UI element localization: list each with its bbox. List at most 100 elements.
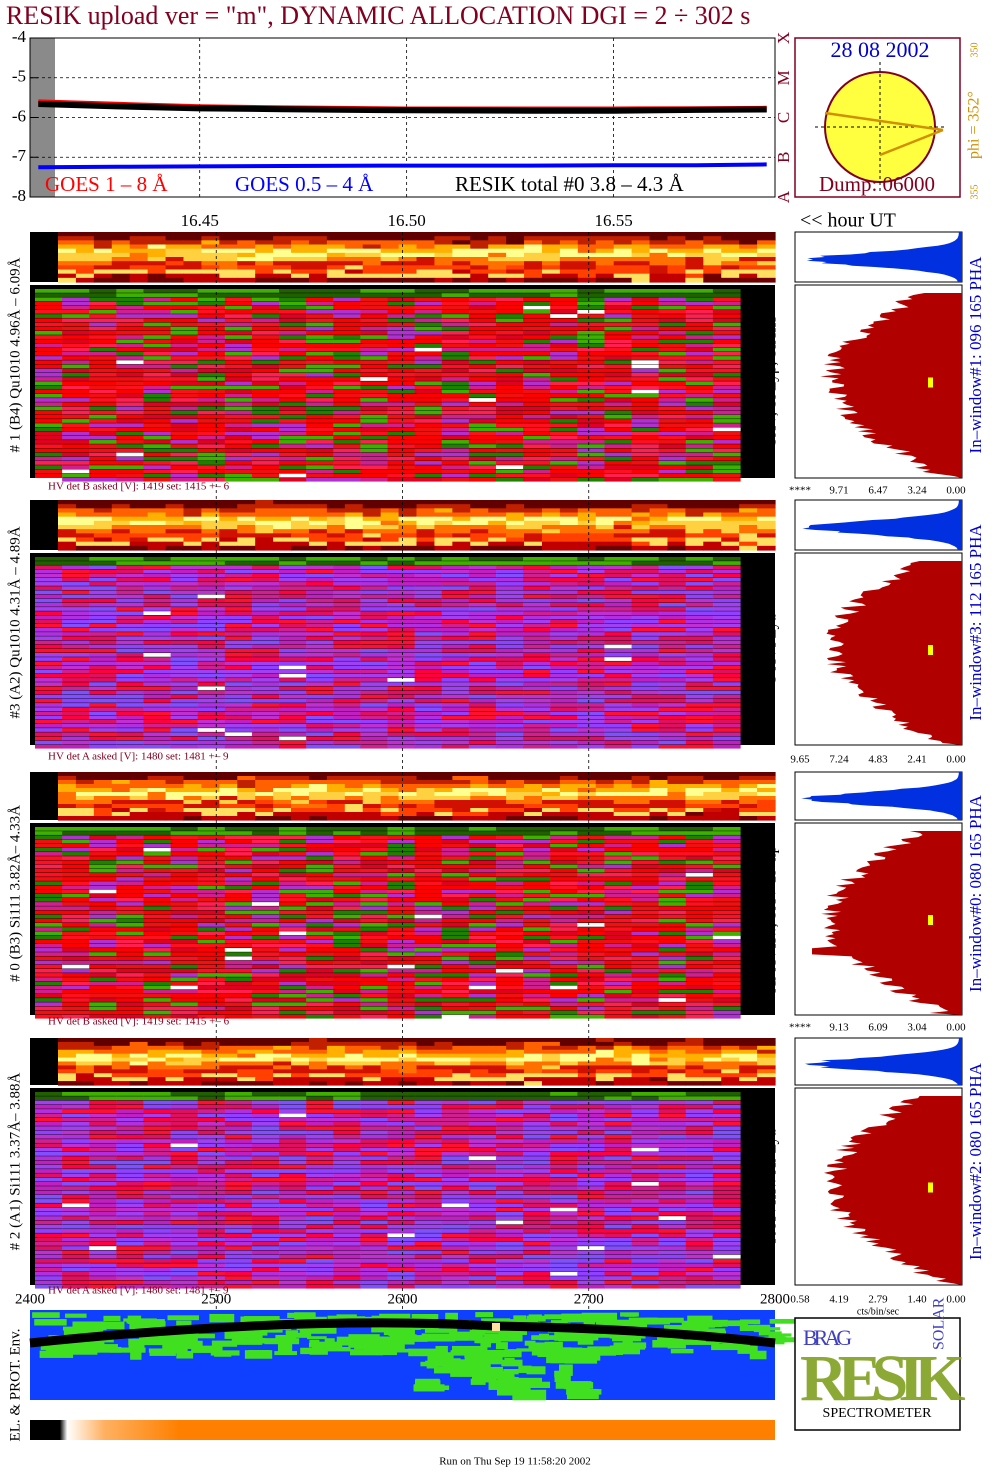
strip-cell — [739, 257, 758, 262]
spectrogram-cell — [523, 602, 551, 607]
spectrogram-cell — [414, 682, 443, 686]
spectrogram-cell — [143, 627, 172, 632]
spectrogram-cell — [577, 423, 606, 428]
strip-cell — [291, 812, 310, 817]
spectrogram-cell — [89, 935, 117, 940]
spectrogram-cell — [170, 993, 199, 998]
spectrogram-cell — [685, 343, 714, 348]
spectrogram-cell — [468, 452, 497, 457]
spectrogram-cell — [441, 657, 470, 661]
spectrogram-cell — [387, 852, 416, 856]
spectrogram-cell — [441, 427, 470, 432]
strip-cell — [577, 244, 597, 250]
spectrogram-cell — [414, 343, 443, 348]
strip-cell — [470, 273, 489, 279]
spectrogram-cell — [89, 305, 117, 310]
spectrogram-cell — [523, 440, 551, 444]
phi-label: phi = 352° — [966, 91, 983, 159]
strip-cell — [703, 273, 722, 279]
spectrogram-cell — [360, 686, 389, 691]
spectrogram-cell — [62, 661, 90, 666]
spectrogram-cell — [495, 690, 524, 695]
spectrogram-cell — [279, 573, 307, 578]
strip-cell — [667, 812, 686, 817]
strip-cell — [524, 800, 543, 805]
spectrogram-cell — [495, 989, 524, 994]
spectrogram-cell — [414, 852, 443, 856]
spectrogram-cell — [333, 465, 361, 469]
spectrogram-cell — [658, 935, 687, 940]
strip-cell — [165, 533, 185, 539]
strip-cell — [362, 257, 382, 262]
spectrogram-cell — [658, 690, 687, 695]
spectrogram-cell — [279, 989, 307, 994]
spectrogram-cell — [441, 881, 470, 886]
spectrogram-cell — [197, 835, 226, 840]
spectrogram-cell — [224, 648, 253, 653]
spectrogram-cell — [62, 732, 90, 737]
spectrogram-cell — [468, 964, 497, 969]
spectrogram-cell — [306, 326, 334, 331]
strip-cell — [470, 244, 489, 250]
legend-entry: RESIK total #0 3.8 – 4.3 Å — [455, 172, 684, 196]
strip-cell — [470, 516, 489, 522]
spectrogram-cell — [35, 682, 63, 686]
strip-cell — [613, 537, 633, 543]
spectrogram-cell — [604, 910, 633, 915]
spectrogram-cell — [523, 623, 551, 628]
strip-cell — [739, 772, 758, 777]
spectrogram-cell — [604, 977, 633, 982]
spectrogram-cell — [414, 339, 443, 344]
spectrogram-cell — [631, 728, 660, 732]
strip-cell — [506, 784, 525, 789]
spectrogram-cell — [631, 835, 660, 840]
strip-cell — [577, 525, 597, 530]
spectrogram-cell — [712, 377, 741, 381]
spectrogram-cell — [523, 860, 551, 865]
strip-cell — [147, 796, 167, 801]
spectrogram-cell — [197, 351, 226, 356]
strip-cell — [111, 269, 131, 275]
strip-cell — [291, 800, 310, 805]
spectrogram-cell — [441, 744, 470, 749]
strip-cell — [488, 504, 507, 509]
spectrogram-cell — [523, 289, 551, 293]
strip-cell — [58, 277, 77, 283]
spectrogram-cell — [170, 402, 199, 407]
spectrogram-cell — [658, 561, 687, 565]
strip-cell — [111, 508, 131, 514]
spectrogram-cell — [279, 877, 307, 881]
spectrogram-cell — [631, 557, 660, 561]
spectrogram-cell — [468, 698, 497, 703]
strip-cell — [739, 236, 758, 241]
spectrogram-cell — [279, 360, 307, 365]
spectrogram-cell — [577, 477, 606, 482]
spectrogram-cell — [116, 736, 145, 741]
spectrogram-cell — [197, 347, 226, 352]
spectrogram-cell — [35, 402, 63, 407]
spectrogram-cell — [306, 678, 334, 682]
strip-cell — [398, 500, 418, 505]
spectrogram-cell — [414, 968, 443, 973]
spectrogram-cell — [523, 968, 551, 973]
spectrogram-cell — [468, 744, 497, 749]
spectrogram-cell — [441, 665, 470, 670]
strip-cell — [631, 269, 651, 275]
spectrogram-cell — [170, 847, 199, 852]
strip-cell — [613, 236, 633, 241]
spectrogram-cell — [279, 952, 307, 956]
spectrogram-cell — [360, 360, 389, 365]
spectrogram-cell — [360, 406, 389, 411]
spectrogram-cell — [495, 847, 524, 852]
spectrogram-cell — [116, 565, 145, 570]
strip-cell — [183, 504, 202, 509]
strip-cell — [631, 277, 651, 283]
spectrogram-cell — [224, 856, 253, 860]
spectrogram-cell — [658, 985, 687, 990]
spectrogram-cell — [631, 330, 660, 335]
spectrogram-cell — [441, 843, 470, 848]
spectrogram-cell — [224, 935, 253, 940]
strip-cell — [380, 545, 400, 551]
spectrogram-cell — [712, 665, 741, 670]
chart-title: RESIK upload ver = "m", DYNAMIC ALLOCATI… — [6, 1, 750, 30]
